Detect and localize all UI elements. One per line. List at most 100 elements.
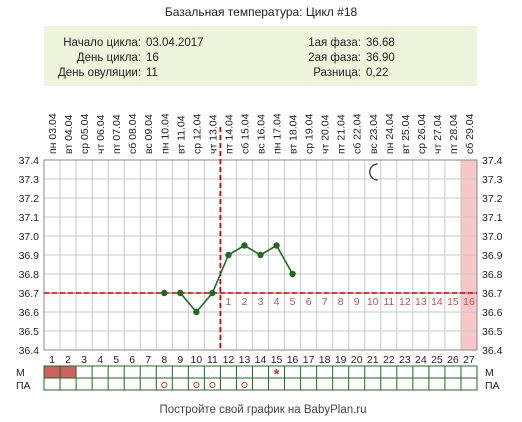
cycle-start-label: Начало цикла: [63,37,141,49]
date-label: пт 14.04 [223,114,235,154]
luteal-day-label: 4 [274,296,280,308]
phase1-label: 1ая фаза: [308,37,361,49]
day-number: 4 [97,354,103,366]
y-tick-label-right: 36.4 [482,345,503,357]
series-layer [161,242,296,316]
phase1-value: 36.68 [366,37,395,49]
series-line-segment [211,254,230,294]
pa-marker [161,381,168,389]
day-number: 10 [191,354,203,366]
date-label: пн 17.04 [272,113,284,154]
cycle-day-value: 16 [146,52,159,64]
day-number: 19 [335,354,347,366]
day-number: 22 [383,354,395,366]
cycle-day-label: День цикла: [77,52,141,64]
menstruation-cell [60,366,77,378]
temperature-point [209,289,216,297]
grid-layer [43,159,478,351]
day-number: 17 [303,354,315,366]
temperature-point [289,270,296,278]
row-label-pa: ПА [16,380,31,392]
date-label: сб 29.04 [464,113,476,154]
date-label: пн 24.04 [384,113,396,154]
y-tick-label-left: 37.2 [19,193,40,205]
series-line-segment [179,292,197,313]
y-tick-label-right: 36.9 [482,250,503,262]
date-label: пн 03.04 [47,113,59,154]
ovulation-day-label: День овуляции: [58,67,141,79]
plot-frame [43,159,478,351]
day-number: 26 [447,354,459,366]
luteal-day-label: 3 [258,296,264,308]
y-tick-label-left: 37.4 [19,155,40,167]
temperature-point [193,308,200,316]
y-axis: 37.4 37.4 37.3 37.3 37.2 37.2 37.1 37.1 37.0 37.0… [19,155,503,357]
date-label: вс 23.04 [368,114,380,154]
menstruation-cell [44,366,61,378]
day-number: 9 [177,354,183,366]
luteal-day-label: 5 [290,296,296,308]
luteal-day-label: 7 [322,296,328,308]
day-number: 7 [145,354,151,366]
footer-link[interactable]: Постройте свой график на BabyPlan.ru [159,404,366,416]
date-label: чт 27.04 [432,114,444,154]
y-tick-label-left: 36.7 [19,288,40,300]
luteal-day-label: 15 [447,296,459,308]
y-tick-label-left: 37.1 [19,212,40,224]
day-number: 13 [239,354,251,366]
y-tick-label-left: 36.4 [19,345,40,357]
pa-marker [193,381,200,389]
day-number: 24 [415,354,427,366]
day-number: 3 [81,354,87,366]
y-tick-label-left: 37.3 [19,174,40,186]
date-label: вт 11.04 [175,115,187,154]
y-tick-label-right: 36.6 [482,307,503,319]
day-number: 16 [287,354,299,366]
difference-value: 0,22 [366,67,388,79]
luteal-day-label: 2 [242,296,248,308]
day-number: 15 [271,354,283,366]
day-number: 25 [431,354,443,366]
y-tick-label-left: 37.0 [19,231,40,243]
y-tick-label-right: 36.7 [482,288,503,300]
date-label: вс 09.04 [143,114,155,154]
date-header: пн 03.04 вт 04.04 ср 05.04 чт 06.04 пт 07.04… [47,113,476,154]
y-tick-label-right: 37.0 [482,231,503,243]
series-line-segment [195,292,214,313]
luteal-day-label: 6 [306,296,312,308]
temperature-point [273,242,280,249]
day-numbers: 1 2 3 4 5 6 7 8 9 10 11 12 13 14 15 16 17 18 19 20 21 22 23 24 2… [49,354,475,366]
pa-marker [209,381,216,389]
day-number: 14 [255,354,267,366]
phase2-label: 2ая фаза: [308,52,361,64]
day-number: 18 [319,354,331,366]
date-label: сб 08.04 [127,113,139,154]
date-label: вт 18.04 [288,114,300,154]
moon-icon [369,163,378,181]
day-number: 6 [129,354,135,366]
luteal-day-label: 16 [463,296,475,308]
date-label: чт 13.04 [207,114,219,154]
date-label: вт 04.04 [63,114,75,154]
day-number: 8 [161,354,167,366]
chart-title: Базальная температура: Цикл #18 [165,5,358,19]
row-label-m-right: М [485,367,494,379]
row-label-pa-right: ПА [485,380,500,392]
y-tick-label-left: 36.9 [19,250,40,262]
day-number: 27 [463,354,475,366]
y-tick-label-right: 37.4 [482,155,503,167]
date-label: ср 26.04 [416,114,428,154]
day-number: 1 [49,354,55,366]
date-label: сб 15.04 [239,113,251,154]
luteal-day-label: 8 [338,296,344,308]
series-line-segment [275,245,294,275]
date-label: вт 25.04 [400,114,412,154]
difference-label: Разница: [313,67,361,79]
temperature-point [257,251,264,259]
luteal-day-label: 11 [383,296,394,308]
y-tick-label-right: 37.2 [482,193,503,205]
luteal-day-label: 13 [415,296,427,308]
